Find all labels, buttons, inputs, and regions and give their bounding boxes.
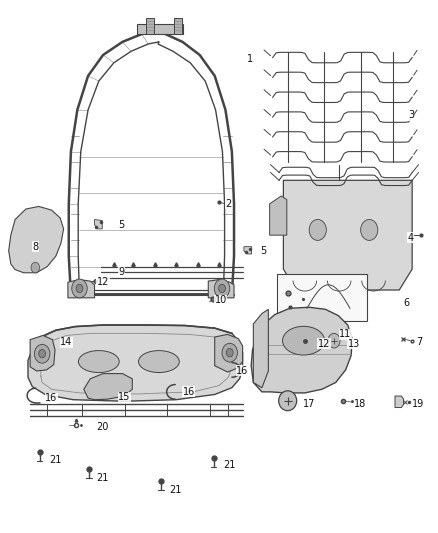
Circle shape [222,343,237,362]
Text: 21: 21 [223,460,236,470]
Ellipse shape [279,391,297,410]
Polygon shape [30,335,55,371]
Polygon shape [95,220,102,229]
Text: 6: 6 [403,298,410,308]
Text: 17: 17 [303,399,315,409]
Polygon shape [84,374,132,400]
Text: 18: 18 [354,399,367,409]
Bar [277,274,367,321]
Polygon shape [138,23,183,34]
Text: 14: 14 [60,337,72,347]
Circle shape [76,284,83,293]
Text: 10: 10 [215,295,227,305]
Circle shape [214,279,230,298]
Polygon shape [28,325,243,401]
Text: 3: 3 [408,110,414,120]
Circle shape [309,220,326,240]
Polygon shape [283,180,412,290]
Circle shape [39,350,46,358]
Text: 1: 1 [247,54,253,64]
Circle shape [72,279,87,298]
Polygon shape [9,206,64,273]
Text: 19: 19 [412,399,424,409]
Circle shape [31,262,39,273]
Text: 13: 13 [348,339,360,349]
Polygon shape [253,309,268,387]
Text: 21: 21 [97,473,109,482]
Text: 4: 4 [408,233,414,243]
Circle shape [226,349,233,357]
Polygon shape [251,307,352,393]
Circle shape [219,284,226,293]
Text: 12: 12 [318,339,330,349]
Text: 16: 16 [183,387,195,397]
Text: 20: 20 [97,422,109,432]
Polygon shape [68,280,95,298]
Text: 8: 8 [32,241,39,252]
Ellipse shape [138,351,179,373]
Text: 12: 12 [97,277,109,287]
Polygon shape [395,396,403,408]
Text: 16: 16 [45,393,57,403]
Text: 15: 15 [118,392,131,402]
Text: 16: 16 [236,366,248,376]
Circle shape [360,220,378,240]
Polygon shape [215,334,243,372]
Ellipse shape [283,326,325,355]
Circle shape [35,344,50,363]
Polygon shape [270,196,287,235]
Text: 2: 2 [226,199,232,209]
Polygon shape [146,19,154,34]
Text: 5: 5 [118,220,124,230]
Polygon shape [174,19,182,34]
Polygon shape [208,280,234,298]
Ellipse shape [78,351,119,373]
Text: 9: 9 [118,266,124,277]
Text: 11: 11 [339,329,351,340]
Text: 5: 5 [260,246,266,256]
Circle shape [328,333,340,348]
Text: 21: 21 [170,484,182,495]
Polygon shape [244,247,251,254]
Text: 21: 21 [49,455,62,465]
Text: 7: 7 [417,337,423,347]
